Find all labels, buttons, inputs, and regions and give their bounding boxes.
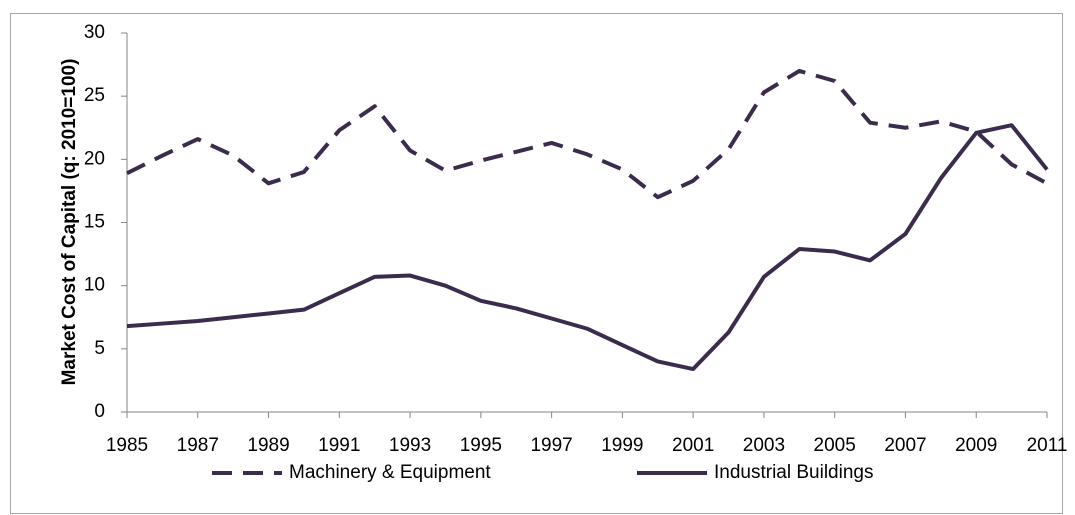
x-tick-label: 1989 [247,435,289,456]
x-tick-label: 1993 [389,435,431,456]
y-tick-label: 20 [84,148,105,169]
chart-border [10,13,1063,514]
x-tick-label: 1991 [318,435,360,456]
x-tick-label: 2009 [955,435,997,456]
x-tick-label: 2011 [1027,435,1068,456]
x-tick-label: 1987 [177,435,219,456]
x-tick-label: 2005 [814,435,856,456]
y-axis-label: Market Cost of Capital (q: 2010=100) [59,59,80,386]
x-tick-label: 2003 [743,435,785,456]
y-tick-label: 10 [84,275,105,296]
x-tick-label: 1997 [530,435,572,456]
legend-label: Industrial Buildings [714,462,873,483]
y-tick-label: 25 [84,85,105,106]
x-tick-label: 1985 [106,435,148,456]
y-tick-label: 5 [94,338,105,359]
series-line [126,123,1049,372]
x-tick-label: 2001 [672,435,714,456]
x-tick-label: 2007 [884,435,926,456]
x-tick-label: 1999 [601,435,643,456]
y-tick-label: 0 [94,401,105,422]
x-tick-label: 1995 [460,435,502,456]
legend-label: Machinery & Equipment [289,462,491,483]
series-line [126,68,1048,200]
y-tick-label: 30 [84,22,105,43]
y-tick-label: 15 [84,212,105,233]
